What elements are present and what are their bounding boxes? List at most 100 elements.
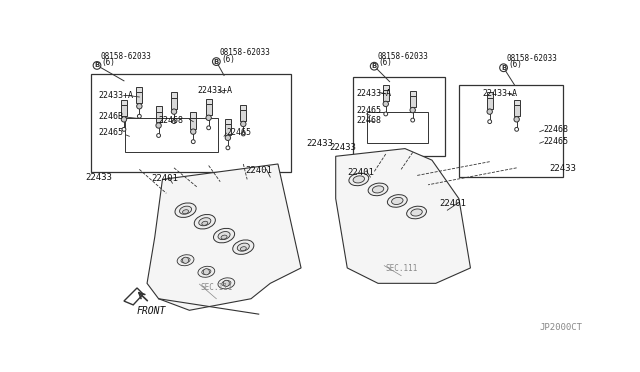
Circle shape: [138, 114, 141, 118]
Polygon shape: [225, 124, 231, 135]
Circle shape: [241, 121, 246, 126]
Text: 22468: 22468: [356, 116, 381, 125]
Ellipse shape: [240, 247, 246, 251]
Polygon shape: [336, 148, 470, 283]
Ellipse shape: [194, 215, 216, 229]
Circle shape: [223, 280, 230, 286]
Ellipse shape: [181, 257, 190, 263]
Text: 22465: 22465: [356, 106, 381, 115]
Text: 22433: 22433: [330, 143, 356, 152]
Polygon shape: [486, 92, 493, 98]
Text: 08158-62033: 08158-62033: [507, 54, 557, 63]
Bar: [367, 112, 428, 143]
Circle shape: [182, 257, 189, 263]
Ellipse shape: [222, 280, 231, 286]
Text: 08158-62033: 08158-62033: [378, 52, 428, 61]
Polygon shape: [225, 119, 231, 124]
Circle shape: [156, 123, 161, 128]
Ellipse shape: [353, 176, 365, 183]
Text: 22465: 22465: [227, 128, 252, 137]
Text: 22465: 22465: [543, 137, 568, 146]
Bar: [125, 118, 218, 153]
Text: 08158-62033: 08158-62033: [220, 48, 270, 58]
Text: 22401: 22401: [246, 166, 273, 175]
Text: B: B: [214, 58, 219, 65]
Ellipse shape: [199, 218, 211, 226]
Ellipse shape: [202, 221, 208, 225]
Text: 22401: 22401: [348, 168, 374, 177]
Circle shape: [225, 135, 230, 141]
Polygon shape: [121, 106, 127, 116]
Polygon shape: [383, 90, 389, 101]
Circle shape: [207, 126, 211, 130]
Ellipse shape: [177, 255, 194, 266]
Ellipse shape: [233, 240, 254, 254]
Text: B: B: [501, 65, 506, 71]
Text: 22468: 22468: [543, 125, 568, 135]
Polygon shape: [205, 99, 212, 104]
Ellipse shape: [182, 210, 189, 214]
Text: 22465: 22465: [99, 128, 124, 137]
Polygon shape: [486, 98, 493, 109]
Text: 22433: 22433: [550, 164, 577, 173]
Polygon shape: [240, 105, 246, 110]
Circle shape: [157, 134, 161, 137]
Bar: [91, 74, 291, 172]
Text: 22433+A: 22433+A: [99, 91, 134, 100]
Bar: [353, 77, 445, 156]
Circle shape: [411, 118, 415, 122]
Ellipse shape: [218, 278, 235, 289]
Text: 22433+A: 22433+A: [482, 89, 517, 97]
Circle shape: [500, 64, 508, 71]
Text: 22401: 22401: [440, 199, 467, 208]
Ellipse shape: [392, 198, 403, 205]
Polygon shape: [156, 106, 162, 112]
Text: JP2000CT: JP2000CT: [540, 323, 583, 332]
Polygon shape: [190, 118, 196, 129]
Text: B: B: [372, 63, 377, 69]
Text: 2246B: 2246B: [99, 112, 124, 121]
Text: FRONT: FRONT: [137, 307, 166, 317]
Ellipse shape: [218, 231, 230, 240]
Circle shape: [212, 58, 220, 65]
Circle shape: [191, 140, 195, 144]
Text: SEC.111: SEC.111: [386, 264, 418, 273]
Text: (6): (6): [508, 60, 522, 69]
Circle shape: [191, 129, 196, 134]
Text: 22433: 22433: [86, 173, 113, 182]
Ellipse shape: [349, 173, 369, 186]
Polygon shape: [240, 110, 246, 121]
Polygon shape: [205, 104, 212, 115]
Ellipse shape: [221, 235, 227, 239]
Ellipse shape: [368, 183, 388, 196]
Circle shape: [204, 269, 209, 275]
Text: 08158-62033: 08158-62033: [100, 52, 151, 61]
Circle shape: [137, 103, 142, 109]
Circle shape: [226, 146, 230, 150]
Circle shape: [371, 62, 378, 70]
Circle shape: [384, 112, 388, 116]
Text: 22433+A: 22433+A: [197, 86, 232, 95]
Ellipse shape: [387, 195, 407, 207]
Text: (6): (6): [102, 58, 115, 67]
Polygon shape: [156, 112, 162, 122]
Circle shape: [172, 120, 176, 124]
Polygon shape: [124, 288, 143, 305]
Text: 22433: 22433: [307, 139, 333, 148]
Polygon shape: [171, 92, 177, 98]
Circle shape: [93, 62, 101, 69]
Text: SEC.111: SEC.111: [201, 283, 234, 292]
Polygon shape: [190, 112, 196, 118]
Polygon shape: [383, 85, 389, 90]
Polygon shape: [136, 92, 143, 103]
Circle shape: [172, 109, 177, 114]
Text: 22433+A: 22433+A: [356, 89, 392, 97]
Bar: [459, 85, 563, 177]
Ellipse shape: [406, 206, 426, 219]
Polygon shape: [410, 96, 416, 107]
Ellipse shape: [214, 228, 235, 243]
Polygon shape: [121, 100, 127, 106]
Circle shape: [241, 132, 245, 136]
Circle shape: [488, 120, 492, 124]
Circle shape: [383, 101, 388, 107]
